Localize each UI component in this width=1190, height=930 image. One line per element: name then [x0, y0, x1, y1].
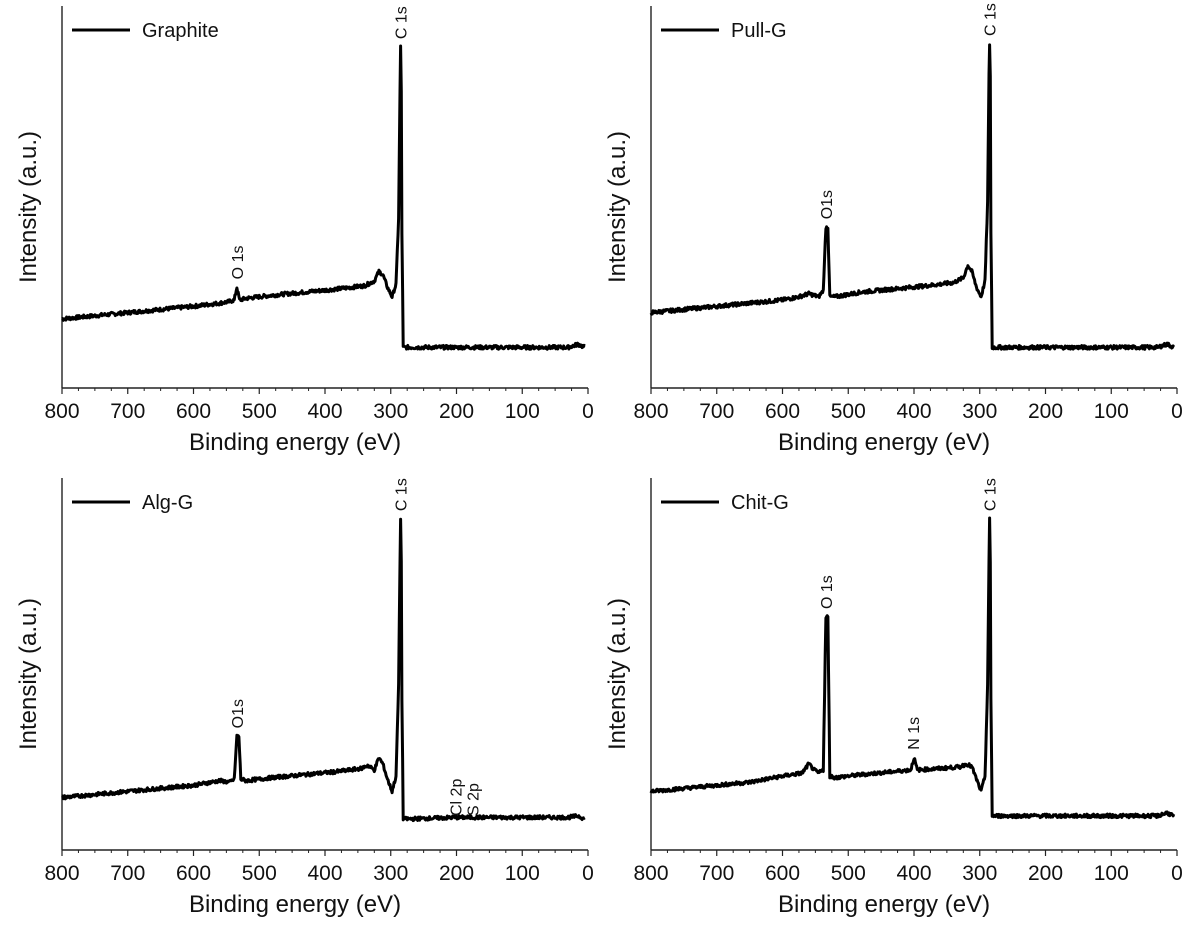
series-line-Pull-G — [649, 43, 1175, 351]
peak-label: C 1s — [982, 3, 999, 36]
x-tick-label: 500 — [242, 862, 277, 885]
x-axis-title: Binding energy (eV) — [778, 429, 990, 456]
series-line-Alg-G — [61, 517, 586, 823]
x-tick-label: 800 — [44, 400, 79, 423]
x-tick-label: 100 — [505, 400, 540, 423]
x-tick-label: 600 — [765, 862, 800, 885]
x-tick-label: 500 — [831, 862, 866, 885]
x-tick-label: 700 — [699, 862, 734, 885]
x-tick-label: 800 — [633, 400, 668, 423]
x-tick-label: 0 — [1171, 862, 1183, 885]
x-tick-label: 100 — [1094, 862, 1129, 885]
legend-label: Pull-G — [731, 20, 787, 42]
x-tick-label: 800 — [633, 862, 668, 885]
x-tick-label: 400 — [896, 400, 931, 423]
x-tick-label: 100 — [1094, 400, 1129, 423]
x-tick-label: 800 — [44, 862, 79, 885]
x-tick-label: 400 — [896, 862, 931, 885]
peak-label: O 1s — [819, 575, 836, 609]
x-tick-label: 700 — [110, 400, 145, 423]
peak-label: N 1s — [906, 717, 923, 750]
series-line-Graphite — [61, 44, 586, 351]
x-axis-title: Binding energy (eV) — [778, 891, 990, 918]
peak-label: C 1s — [982, 478, 999, 511]
x-tick-label: 0 — [1171, 400, 1183, 423]
chart-panel-4: 800 700 600 500 400 300 200 100 0 Binding energy … — [604, 478, 1183, 918]
x-tick-label: 200 — [1028, 400, 1063, 423]
x-tick-label: 0 — [582, 400, 594, 423]
legend-label: Graphite — [142, 20, 219, 42]
y-axis-title: Intensity (a.u.) — [604, 598, 631, 750]
chart-panel-2: 800 700 600 500 400 300 200 100 0 Binding energy … — [604, 3, 1183, 456]
peak-label: C 1s — [393, 478, 410, 511]
x-tick-label: 100 — [505, 862, 540, 885]
x-tick-label: 700 — [699, 400, 734, 423]
peak-label: S 2p — [466, 783, 483, 816]
chart-panel-1: 800 700 600 500 400 300 200 100 0 Binding energy … — [15, 6, 594, 456]
x-tick-label: 200 — [439, 862, 474, 885]
x-tick-label: 400 — [307, 862, 342, 885]
x-tick-label: 600 — [176, 862, 211, 885]
x-tick-label: 500 — [242, 400, 277, 423]
x-tick-label: 300 — [962, 400, 997, 423]
y-axis-title: Intensity (a.u.) — [604, 131, 631, 283]
y-axis-title: Intensity (a.u.) — [15, 598, 42, 750]
x-tick-label: 300 — [962, 862, 997, 885]
series-line-Chit-G — [649, 516, 1176, 820]
peak-label: O1s — [819, 190, 836, 219]
legend-label: Chit-G — [731, 492, 789, 514]
x-tick-label: 200 — [1028, 862, 1063, 885]
peak-label: O 1s — [230, 246, 247, 280]
x-tick-label: 200 — [439, 400, 474, 423]
peak-label: O1s — [230, 699, 247, 728]
peak-label: Cl 2p — [449, 779, 466, 816]
x-tick-label: 400 — [307, 400, 342, 423]
y-axis-title: Intensity (a.u.) — [15, 131, 42, 283]
x-tick-label: 0 — [582, 862, 594, 885]
chart-panel-3: 800 700 600 500 400 300 200 100 0 Binding energy … — [15, 478, 594, 918]
x-tick-label: 600 — [176, 400, 211, 423]
x-tick-label: 300 — [373, 400, 408, 423]
x-axis-title: Binding energy (eV) — [189, 891, 401, 918]
x-tick-label: 600 — [765, 400, 800, 423]
x-tick-label: 300 — [373, 862, 408, 885]
x-tick-label: 500 — [831, 400, 866, 423]
legend-label: Alg-G — [142, 492, 193, 514]
peak-label: C 1s — [393, 6, 410, 39]
x-axis-title: Binding energy (eV) — [189, 429, 401, 456]
x-tick-label: 700 — [110, 862, 145, 885]
